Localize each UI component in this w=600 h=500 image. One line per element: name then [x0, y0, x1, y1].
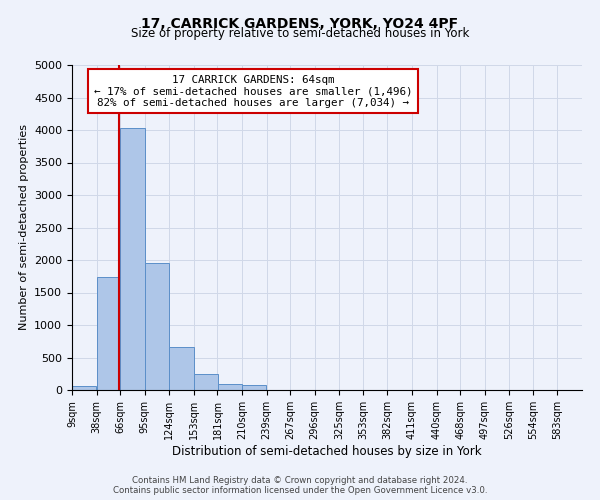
- Bar: [242, 386, 266, 390]
- Bar: [97, 277, 121, 390]
- Text: Contains HM Land Registry data © Crown copyright and database right 2024.
Contai: Contains HM Land Registry data © Crown c…: [113, 476, 487, 495]
- Bar: [218, 384, 242, 390]
- Text: Size of property relative to semi-detached houses in York: Size of property relative to semi-detach…: [131, 28, 469, 40]
- Bar: [72, 386, 97, 390]
- Bar: [194, 374, 218, 390]
- Bar: [145, 263, 169, 390]
- Bar: [121, 128, 145, 390]
- Text: 17, CARRICK GARDENS, YORK, YO24 4PF: 17, CARRICK GARDENS, YORK, YO24 4PF: [142, 18, 458, 32]
- Y-axis label: Number of semi-detached properties: Number of semi-detached properties: [19, 124, 29, 330]
- X-axis label: Distribution of semi-detached houses by size in York: Distribution of semi-detached houses by …: [172, 444, 482, 458]
- Text: 17 CARRICK GARDENS: 64sqm
← 17% of semi-detached houses are smaller (1,496)
82% : 17 CARRICK GARDENS: 64sqm ← 17% of semi-…: [94, 74, 412, 108]
- Bar: [169, 347, 194, 390]
